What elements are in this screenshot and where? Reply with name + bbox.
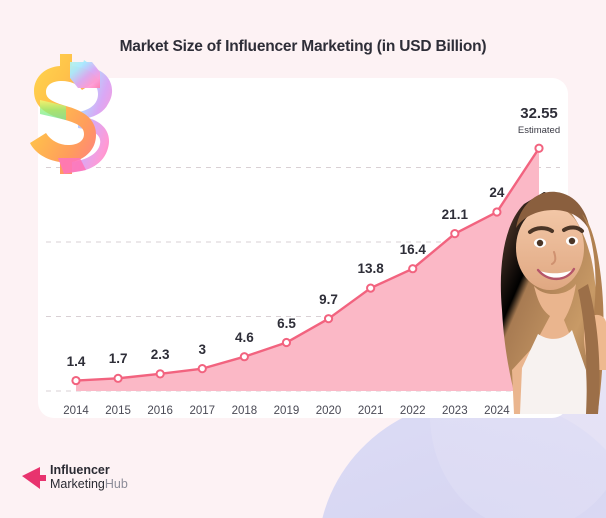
x-axis-tick-label: 2016 xyxy=(147,405,173,417)
data-point-marker[interactable] xyxy=(408,264,418,274)
data-point-label: 32.55 xyxy=(520,105,558,123)
x-axis-tick-label: 2021 xyxy=(357,405,384,417)
data-point-label: 16.4 xyxy=(399,241,426,257)
page-title: Market Size of Influencer Marketing (in … xyxy=(119,38,487,55)
data-line xyxy=(74,147,541,382)
area-chart xyxy=(46,143,560,392)
area-fill xyxy=(76,148,539,391)
brand-logo-line2: MarketingHub xyxy=(50,476,128,492)
data-point-marker[interactable] xyxy=(323,314,334,324)
data-point-marker[interactable] xyxy=(113,373,123,383)
data-point-label: 1.7 xyxy=(108,351,128,367)
brand-logo[interactable]: Influencer MarketingHub xyxy=(20,463,128,492)
x-axis-tick-label: 2019 xyxy=(273,405,300,417)
x-axis-tick-label: 2022 xyxy=(399,405,426,417)
x-axis-tick-label: 2023 xyxy=(442,405,468,417)
data-point-marker[interactable] xyxy=(492,207,502,217)
data-point-marker[interactable] xyxy=(534,143,544,153)
x-axis-tick-label: 2017 xyxy=(189,405,216,417)
data-point-label: 21.1 xyxy=(441,206,468,222)
estimated-note: Estimated xyxy=(517,125,561,137)
data-point-marker[interactable] xyxy=(366,283,376,293)
brand-logo-text: Influencer MarketingHub xyxy=(50,463,128,492)
data-point-label: 6.5 xyxy=(277,315,296,331)
data-point-marker[interactable] xyxy=(239,352,249,362)
x-axis-tick-label: 2024 xyxy=(484,405,510,417)
pink-arrow-logo-icon xyxy=(22,466,46,489)
brand-logo-line1: Influencer xyxy=(50,463,110,477)
data-point-label: 13.8 xyxy=(357,261,384,277)
data-point-marker[interactable] xyxy=(197,364,207,374)
chart-plot-area xyxy=(38,78,568,418)
brand-logo-marketing: Marketing xyxy=(50,476,105,491)
x-axis-tick-label: 2014 xyxy=(63,405,89,417)
data-point-marker[interactable] xyxy=(281,337,292,348)
data-point-label: 4.6 xyxy=(234,329,254,345)
dollar-sign-3d-icon xyxy=(8,48,120,180)
data-point-label: 24 xyxy=(489,185,505,201)
x-axis-tick-label: 2020 xyxy=(315,405,342,417)
data-point-label: 9.7 xyxy=(319,291,338,307)
data-point-marker[interactable] xyxy=(71,375,81,386)
data-point-label: 1.4 xyxy=(66,353,86,369)
data-point-marker[interactable] xyxy=(155,369,165,379)
x-axis-tick-label: 2018 xyxy=(231,405,258,417)
data-point-label: 3 xyxy=(198,341,207,357)
smiling-woman-photo xyxy=(494,170,606,414)
data-point-marker[interactable] xyxy=(450,229,460,239)
brand-logo-hub: Hub xyxy=(104,476,128,491)
data-point-label: 2.3 xyxy=(150,346,170,362)
x-axis-tick-label: 2015 xyxy=(105,405,131,417)
